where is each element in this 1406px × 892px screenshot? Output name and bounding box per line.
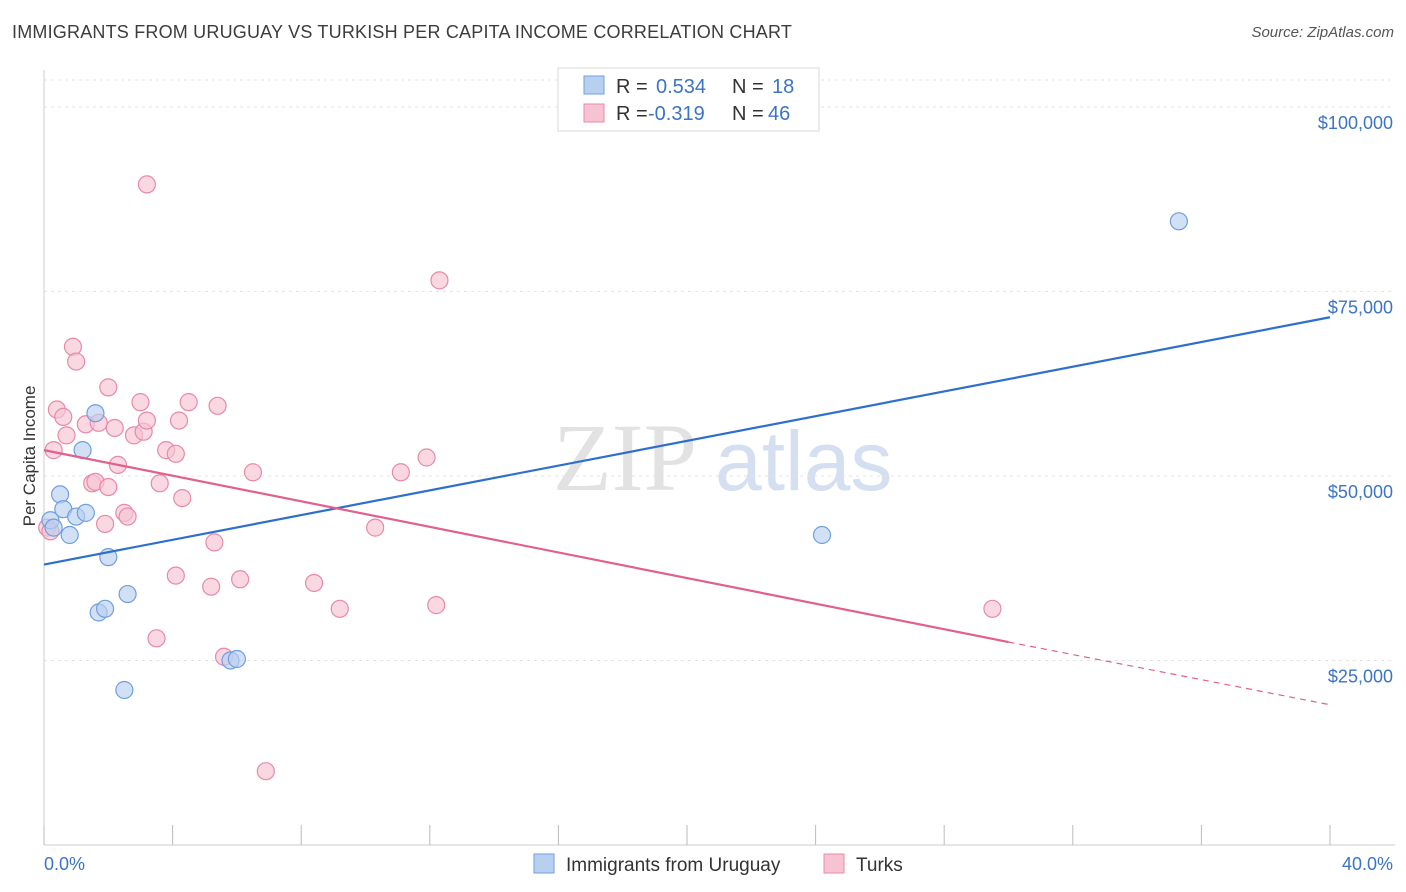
bottom-legend-swatch-turks [823, 853, 845, 874]
legend-r-label-turks: R = [616, 103, 648, 125]
y-tick-label-2: $75,000 [1328, 297, 1393, 317]
x-tick-label-min: 0.0% [44, 854, 85, 874]
point-turks-27 [166, 444, 185, 463]
trend-line-extension-turks [1008, 641, 1331, 706]
series-uruguay-points [41, 212, 1188, 700]
point-uruguay-13 [115, 680, 134, 700]
point-turks-45 [430, 271, 449, 290]
y-tick-label-1: $50,000 [1328, 482, 1393, 502]
trend-line-turks [43, 449, 1009, 644]
legend-swatch-turks [583, 103, 605, 123]
point-uruguay-11 [95, 599, 115, 618]
point-turks-25 [150, 474, 169, 493]
point-turks-5 [57, 426, 76, 445]
point-turks-30 [173, 488, 192, 508]
point-uruguay-2 [50, 485, 70, 504]
point-turks-39 [304, 573, 324, 593]
chart-source: Source: ZipAtlas.com [1251, 24, 1394, 41]
point-turks-23 [137, 175, 156, 194]
y-axis-title: Per Capita Income [20, 386, 39, 527]
point-uruguay-17 [1169, 212, 1188, 231]
point-turks-4 [54, 407, 73, 427]
stats-legend: R = 0.534 N = 18 R = -0.319 N = 46 [557, 67, 820, 132]
point-uruguay-6 [76, 503, 95, 522]
point-turks-24 [147, 629, 166, 648]
trend-line-uruguay [43, 316, 1331, 566]
point-turks-6 [63, 337, 83, 356]
point-turks-18 [118, 507, 137, 526]
point-uruguay-1 [44, 518, 63, 537]
point-turks-43 [417, 448, 436, 467]
point-turks-15 [105, 418, 124, 438]
point-turks-37 [243, 463, 263, 482]
axes [43, 70, 1395, 846]
watermark-zip: ZIP [553, 404, 697, 511]
bottom-legend-label-turks: Turks [856, 855, 903, 876]
legend-r-label-uruguay: R = [616, 76, 648, 98]
chart-title: IMMIGRANTS FROM URUGUAY VS TURKISH PER C… [12, 22, 793, 42]
legend-n-value-turks: 46 [768, 103, 790, 125]
point-turks-38 [256, 762, 275, 781]
y-tick-labels: $25,000 $50,000 $75,000 $100,000 [1318, 113, 1393, 687]
legend-r-value-uruguay: 0.534 [656, 76, 706, 98]
legend-n-label-uruguay: N = [732, 76, 764, 98]
series-turks-points [38, 175, 1002, 781]
watermark-atlas: atlas [715, 414, 892, 508]
point-turks-33 [205, 533, 224, 552]
point-turks-42 [391, 463, 410, 482]
point-uruguay-4 [60, 525, 79, 545]
point-turks-28 [169, 411, 189, 430]
point-turks-31 [179, 393, 198, 412]
point-turks-44 [427, 596, 446, 615]
point-turks-20 [131, 393, 150, 412]
point-turks-12 [95, 514, 115, 534]
legend-n-value-uruguay: 18 [772, 76, 794, 98]
legend-swatch-uruguay [583, 75, 605, 95]
grid-lines [44, 79, 1395, 661]
point-turks-14 [99, 378, 118, 397]
point-turks-13 [99, 477, 118, 497]
point-turks-40 [330, 599, 349, 618]
point-uruguay-12 [118, 584, 137, 604]
series-legend: Immigrants from Uruguay Turks [533, 853, 903, 876]
point-turks-22 [137, 411, 156, 430]
bottom-legend-label-uruguay: Immigrants from Uruguay [566, 855, 781, 876]
point-turks-36 [231, 570, 250, 589]
y-tick-label-3: $100,000 [1318, 113, 1393, 133]
point-uruguay-8 [86, 404, 105, 423]
point-uruguay-15 [227, 649, 246, 669]
bottom-legend-swatch-uruguay [533, 853, 555, 874]
point-turks-41 [366, 518, 385, 537]
point-turks-32 [202, 577, 221, 596]
legend-r-value-turks: -0.319 [648, 103, 705, 125]
legend-n-label-turks: N = [732, 103, 764, 125]
point-uruguay-16 [812, 525, 832, 545]
point-turks-7 [67, 352, 86, 371]
trend-lines [43, 316, 1331, 706]
y-tick-label-0: $25,000 [1328, 666, 1393, 686]
point-turks-29 [166, 566, 185, 585]
x-tick-label-max: 40.0% [1342, 854, 1393, 874]
point-turks-46 [983, 599, 1002, 618]
point-turks-34 [208, 396, 227, 415]
